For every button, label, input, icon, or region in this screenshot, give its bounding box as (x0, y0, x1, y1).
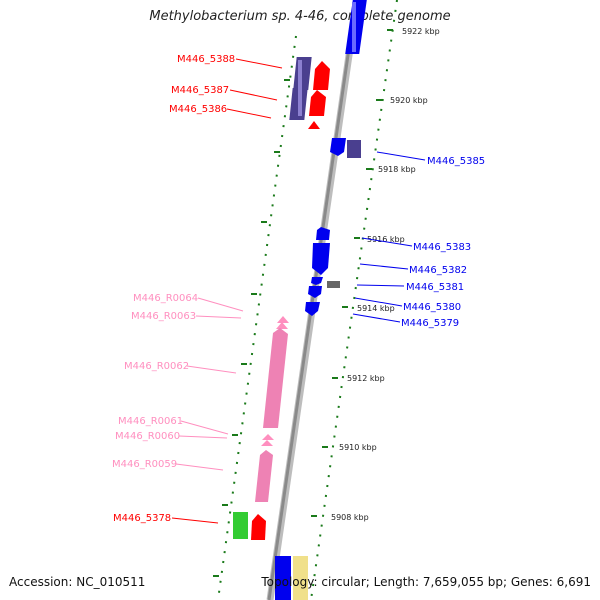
map-title: Methylobacterium sp. 4-46, complete geno… (149, 9, 451, 24)
kbp-label-5910: 5910 kbp (339, 443, 377, 452)
label-M446_5387[interactable]: M446_5387 (171, 85, 229, 96)
kbp-label-5920: 5920 kbp (390, 96, 428, 105)
gene-bottom-blue[interactable] (275, 556, 291, 600)
rna-M446_R0061[interactable] (262, 434, 274, 440)
label-M446_5378[interactable]: M446_5378 (113, 513, 171, 524)
rna-M446_R0059[interactable] (255, 450, 273, 502)
kbp-label-5908: 5908 kbp (331, 513, 369, 522)
label-M446_R0061[interactable]: M446_R0061 (118, 416, 183, 427)
kbp-label-5912: 5912 kbp (347, 374, 385, 383)
gene-M446_5382[interactable] (312, 243, 330, 275)
gene-bottom-yellow[interactable] (293, 556, 308, 600)
gene-M446_5380[interactable] (308, 286, 322, 298)
gene-M446_5379[interactable] (305, 302, 320, 316)
kbp-label-5918: 5918 kbp (378, 165, 416, 174)
label-M446_5379[interactable]: M446_5379 (401, 318, 459, 329)
gene-green[interactable] (233, 512, 248, 539)
rna-M446_R0060[interactable] (261, 440, 273, 446)
rna-M446_R0064[interactable] (277, 316, 289, 323)
leader-lines-left (171, 58, 283, 524)
gene-M446_5381[interactable] (327, 281, 340, 288)
label-M446_5382[interactable]: M446_5382 (409, 265, 467, 276)
kbp-label-5914: 5914 kbp (357, 304, 395, 313)
backbone (267, 0, 358, 600)
label-M446_R0063[interactable]: M446_R0063 (131, 311, 196, 322)
gene-M446_5385-partner[interactable] (347, 140, 361, 158)
leader-lines-right (352, 151, 426, 323)
left-major-ticks (213, 79, 290, 577)
gene-top-blue-highlight (352, 2, 356, 52)
gene-M446_5388[interactable] (313, 61, 330, 90)
label-M446_5383[interactable]: M446_5383 (413, 242, 471, 253)
gene-purple-5388[interactable] (293, 57, 312, 90)
gene-M446_5383[interactable] (316, 227, 330, 240)
gene-M446_5386[interactable] (308, 121, 320, 129)
label-M446_5385[interactable]: M446_5385 (427, 156, 485, 167)
label-M446_5388[interactable]: M446_5388 (177, 54, 235, 65)
genome-summary-text: Topology: circular; Length: 7,659,055 bp… (261, 575, 591, 589)
label-M446_R0059[interactable]: M446_R0059 (112, 459, 177, 470)
label-M446_5381[interactable]: M446_5381 (406, 282, 464, 293)
gene-small-blue-a[interactable] (311, 277, 323, 285)
label-M446_R0060[interactable]: M446_R0060 (115, 431, 180, 442)
label-M446_5386[interactable]: M446_5386 (169, 104, 227, 115)
right-major-ticks (311, 29, 393, 517)
accession-text: Accession: NC_010511 (9, 575, 146, 589)
kbp-label-5916: 5916 kbp (367, 235, 405, 244)
gene-purple-highlight (298, 60, 302, 116)
gene-M446_5387[interactable] (309, 90, 326, 116)
kbp-label-5922: 5922 kbp (402, 27, 440, 36)
right-dotted-track (310, 0, 398, 600)
label-M446_R0064[interactable]: M446_R0064 (133, 293, 198, 304)
gene-M446_5378[interactable] (251, 514, 266, 540)
rna-M446_R0062[interactable] (263, 328, 288, 428)
rna-M446_R0063[interactable] (276, 322, 288, 329)
label-M446_R0062[interactable]: M446_R0062 (124, 361, 189, 372)
label-M446_5380[interactable]: M446_5380 (403, 302, 461, 313)
leader-lines-rna (175, 297, 244, 471)
gene-M446_5385[interactable] (330, 138, 346, 156)
